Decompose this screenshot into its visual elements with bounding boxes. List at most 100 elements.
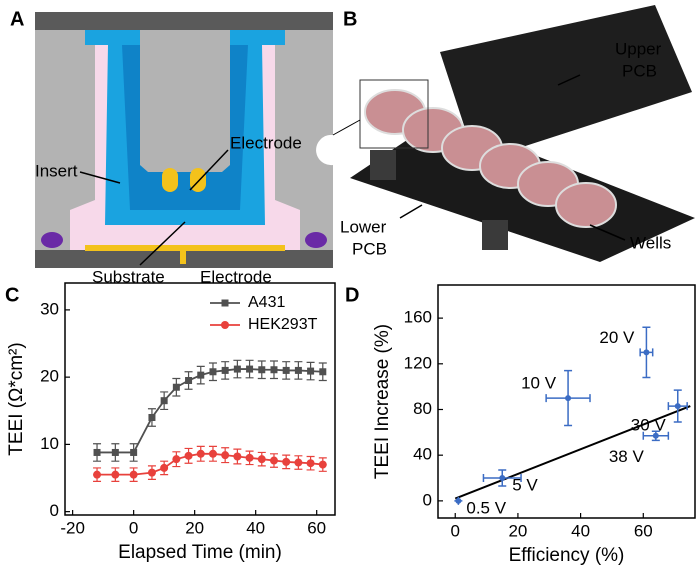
marker	[93, 470, 102, 479]
label: Wells	[630, 233, 671, 252]
arrow	[139, 221, 186, 266]
panel-a-schematic: Electrode Insert Substrate Electrode A	[10, 8, 333, 286]
point-label: 38 V	[609, 447, 645, 466]
arrow	[79, 171, 121, 184]
point-label: 30 V	[631, 416, 667, 435]
marker	[306, 459, 315, 468]
marker	[318, 460, 327, 469]
panel-letter: C	[5, 284, 19, 306]
trend-line	[454, 405, 691, 500]
electrode-holder	[140, 30, 230, 172]
marker	[270, 366, 278, 374]
marker	[221, 366, 229, 374]
marker	[148, 413, 156, 421]
label: PCB	[352, 239, 387, 258]
point	[565, 395, 572, 402]
point	[499, 475, 506, 482]
marker	[111, 448, 119, 456]
legend-marker	[221, 299, 229, 307]
y-tick-label: 10	[40, 434, 59, 453]
marker	[185, 377, 193, 385]
zoom-line	[332, 119, 361, 136]
marker	[147, 468, 156, 477]
label: PCB	[622, 61, 657, 80]
x-tick-label: 60	[634, 521, 653, 540]
marker	[233, 365, 241, 373]
marker	[93, 448, 101, 456]
point	[455, 497, 462, 504]
y-tick-label: 40	[413, 445, 432, 464]
plot-frame	[437, 284, 696, 519]
y-tick-label: 160	[404, 308, 432, 327]
x-tick-label: 20	[508, 521, 527, 540]
x-tick-label: 40	[571, 521, 590, 540]
wall-right	[275, 30, 333, 250]
y-tick-label: 0	[50, 501, 59, 520]
plot-frame	[64, 282, 336, 516]
point	[643, 349, 650, 356]
marker	[246, 365, 254, 373]
marker	[208, 449, 217, 458]
y-tick-label: 80	[413, 399, 432, 418]
panel-letter: A	[10, 8, 24, 30]
x-tick-label: 20	[185, 518, 204, 537]
x-tick-label: 60	[307, 518, 326, 537]
x-axis-label: Efficiency (%)	[509, 545, 625, 566]
marker	[233, 452, 242, 461]
marker	[245, 453, 254, 462]
y-tick-label: 20	[40, 367, 59, 386]
panel-letter: D	[345, 284, 359, 306]
x-axis-label: Elapsed Time (min)	[118, 542, 282, 563]
y-axis-label: TEEI (Ω*cm²)	[6, 342, 27, 455]
y-tick-label: 0	[423, 490, 432, 509]
top-plate	[35, 12, 333, 30]
marker	[172, 383, 180, 391]
electrode-bottom	[85, 245, 285, 251]
marker	[258, 366, 266, 374]
x-tick-label: -20	[60, 518, 85, 537]
label: Substrate	[92, 267, 165, 286]
marker	[111, 470, 120, 479]
marker	[130, 448, 138, 456]
marker	[160, 463, 169, 472]
electrode-lead	[180, 250, 186, 264]
x-tick-label: 0	[129, 518, 138, 537]
marker	[129, 470, 138, 479]
marker	[307, 367, 315, 375]
electrode-pin	[162, 168, 178, 192]
point-label: 20 V	[599, 328, 635, 347]
marker	[319, 368, 327, 376]
y-axis-label: TEEI Increase (%)	[372, 324, 393, 479]
arrow	[399, 204, 423, 219]
point	[674, 403, 681, 410]
marker	[294, 366, 302, 374]
y-tick-label: 30	[40, 299, 59, 318]
marker	[160, 397, 168, 405]
marker	[196, 449, 205, 458]
zoom-box	[359, 79, 429, 149]
arrow	[589, 224, 626, 241]
y-tick-label: 120	[404, 353, 432, 372]
marker	[269, 456, 278, 465]
legend-marker	[221, 321, 229, 329]
marker	[197, 371, 205, 379]
o-ring	[41, 232, 63, 248]
arrow	[557, 74, 581, 86]
legend-label: HEK293T	[248, 316, 318, 333]
marker	[184, 451, 193, 460]
wall-left	[35, 30, 95, 250]
marker	[294, 458, 303, 467]
label: Electrode	[200, 267, 272, 286]
connector	[482, 220, 508, 250]
connector	[370, 150, 396, 180]
label: Lower	[340, 217, 387, 236]
point-label: 5 V	[512, 476, 538, 495]
series-line	[97, 368, 323, 454]
arrow	[189, 149, 229, 191]
label: Electrode	[230, 133, 302, 152]
point-label: 0.5 V	[466, 498, 506, 517]
marker	[172, 455, 181, 464]
well	[555, 182, 617, 228]
legend-label: A431	[248, 294, 285, 311]
